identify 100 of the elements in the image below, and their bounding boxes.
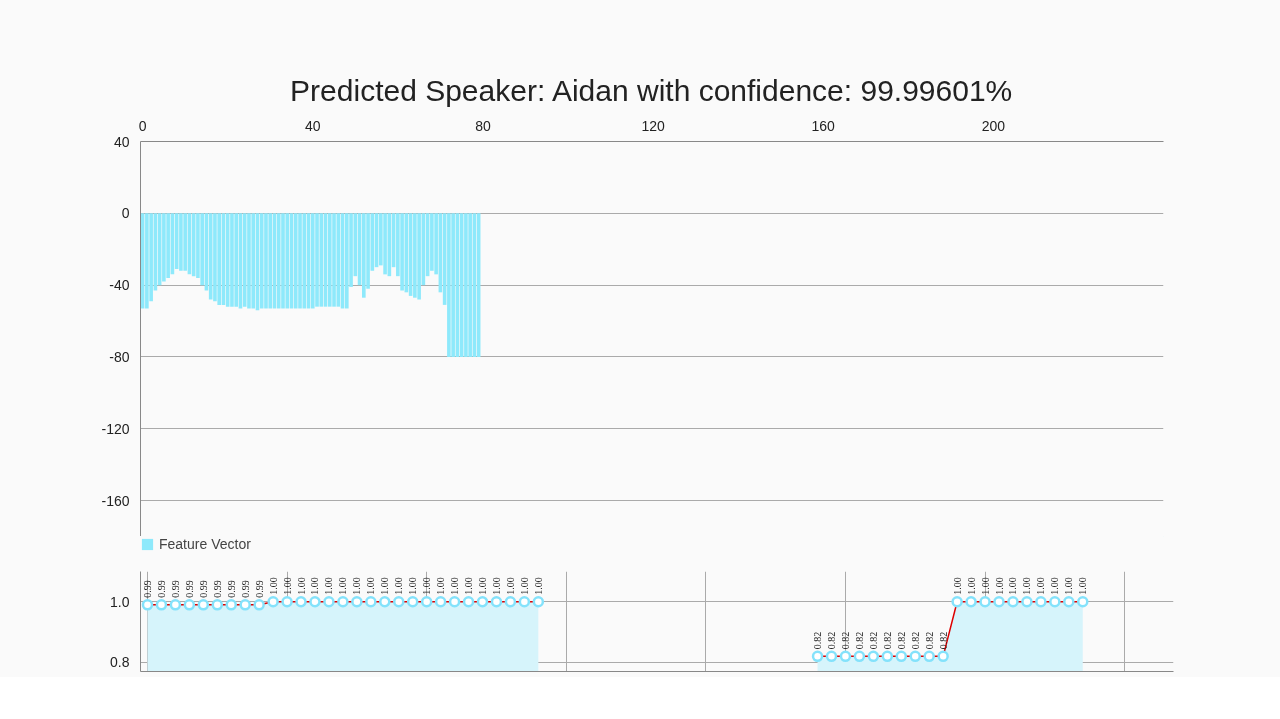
point: [309, 596, 321, 608]
y-tick-label: 1.0: [110, 593, 130, 610]
point: [365, 596, 377, 608]
data-label: 1.00: [532, 577, 544, 595]
point: [867, 650, 880, 663]
point: [225, 599, 237, 611]
data-label: 1.00: [267, 577, 279, 595]
y-tick-label: 0.8: [110, 654, 130, 671]
point: [141, 599, 154, 611]
data-label: 0.82: [812, 631, 824, 650]
y-tick-label: -40: [109, 277, 130, 294]
data-label: 0.99: [253, 580, 265, 598]
data-label: 1.00: [295, 577, 307, 595]
data-label: 0.82: [839, 631, 851, 650]
data-label: 1.00: [1063, 577, 1075, 595]
data-label: 0.82: [853, 631, 865, 650]
data-label: 0.82: [881, 631, 893, 650]
data-label: 1.00: [435, 577, 447, 595]
data-label: 1.00: [365, 577, 377, 595]
data-label: 0.82: [923, 631, 935, 650]
data-label: 1.00: [965, 577, 977, 595]
data-label: 0.99: [169, 580, 181, 598]
point: [825, 650, 838, 663]
point: [155, 599, 168, 611]
data-label: 1.00: [351, 577, 363, 595]
point: [909, 650, 921, 663]
data-label: 0.99: [239, 580, 251, 598]
data-label: 1.00: [1021, 577, 1033, 595]
point: [379, 596, 391, 608]
data-label: 0.82: [867, 631, 879, 650]
x-tick-label: 160: [811, 117, 836, 134]
data-label: 1.00: [1049, 577, 1061, 595]
data-label: 1.00: [979, 577, 991, 595]
data-label: 0.99: [197, 580, 209, 598]
point: [1049, 596, 1061, 608]
point: [853, 650, 866, 663]
x-tick-label: 120: [641, 117, 665, 134]
point: [965, 596, 977, 608]
data-label: 0.99: [141, 580, 153, 598]
data-label: 1.00: [951, 577, 963, 595]
data-label: 1.00: [490, 577, 502, 595]
point: [281, 596, 293, 608]
point: [351, 596, 363, 608]
data-label: 0.99: [211, 580, 223, 598]
data-label: 1.00: [477, 577, 489, 595]
y-tick-label: -80: [109, 348, 130, 365]
point: [1035, 596, 1047, 608]
data-label: 0.99: [183, 580, 195, 598]
point: [462, 596, 475, 608]
y-tick-label: -160: [101, 492, 130, 509]
y-tick-label: -120: [101, 420, 130, 437]
data-label: 0.82: [825, 631, 837, 650]
chart-title: Predicted Speaker: Aidan with confidence: 99.99601%: [290, 73, 1013, 107]
legend-label: Feature Vector: [159, 536, 251, 552]
data-label: 0.82: [895, 631, 907, 650]
point: [253, 599, 265, 611]
x-tick-label: 40: [304, 117, 321, 134]
x-tick-label: 80: [475, 117, 491, 134]
point: [434, 596, 447, 608]
data-label: 0.82: [937, 631, 949, 650]
data-label: 1.00: [993, 577, 1005, 595]
data-label: 1.00: [1007, 577, 1019, 595]
point: [295, 596, 307, 608]
point: [518, 596, 531, 608]
x-tick-label: 0: [138, 117, 147, 134]
point: [979, 596, 991, 608]
point: [839, 650, 852, 663]
data-label: 1.00: [407, 577, 419, 595]
point: [406, 596, 419, 608]
point: [504, 596, 517, 608]
data-label: 0.99: [225, 580, 237, 598]
point: [532, 596, 545, 608]
data-label: 1.00: [518, 577, 530, 595]
data-label: 1.00: [393, 577, 405, 595]
data-label: 1.00: [421, 577, 433, 595]
point: [951, 596, 963, 608]
y-tick-label: 0: [121, 205, 130, 222]
point: [476, 596, 489, 608]
data-label: 1.00: [281, 577, 293, 595]
point: [1063, 596, 1075, 608]
data-label: 1.00: [1077, 577, 1089, 595]
data-label: 1.00: [449, 577, 461, 595]
point: [895, 650, 908, 663]
point: [937, 650, 949, 663]
data-label: 1.00: [463, 577, 475, 595]
data-label: 0.99: [155, 580, 167, 598]
point: [211, 599, 224, 611]
point: [993, 596, 1005, 608]
data-label: 1.00: [323, 577, 335, 595]
data-label: 1.00: [504, 577, 516, 595]
data-label: 0.82: [909, 631, 921, 650]
data-label: 1.00: [337, 577, 349, 595]
point: [337, 596, 349, 608]
point: [811, 650, 824, 663]
point: [197, 599, 210, 611]
point: [169, 599, 182, 611]
point: [448, 596, 461, 608]
point: [183, 599, 196, 611]
data-label: 1.00: [309, 577, 321, 595]
point: [881, 650, 894, 663]
